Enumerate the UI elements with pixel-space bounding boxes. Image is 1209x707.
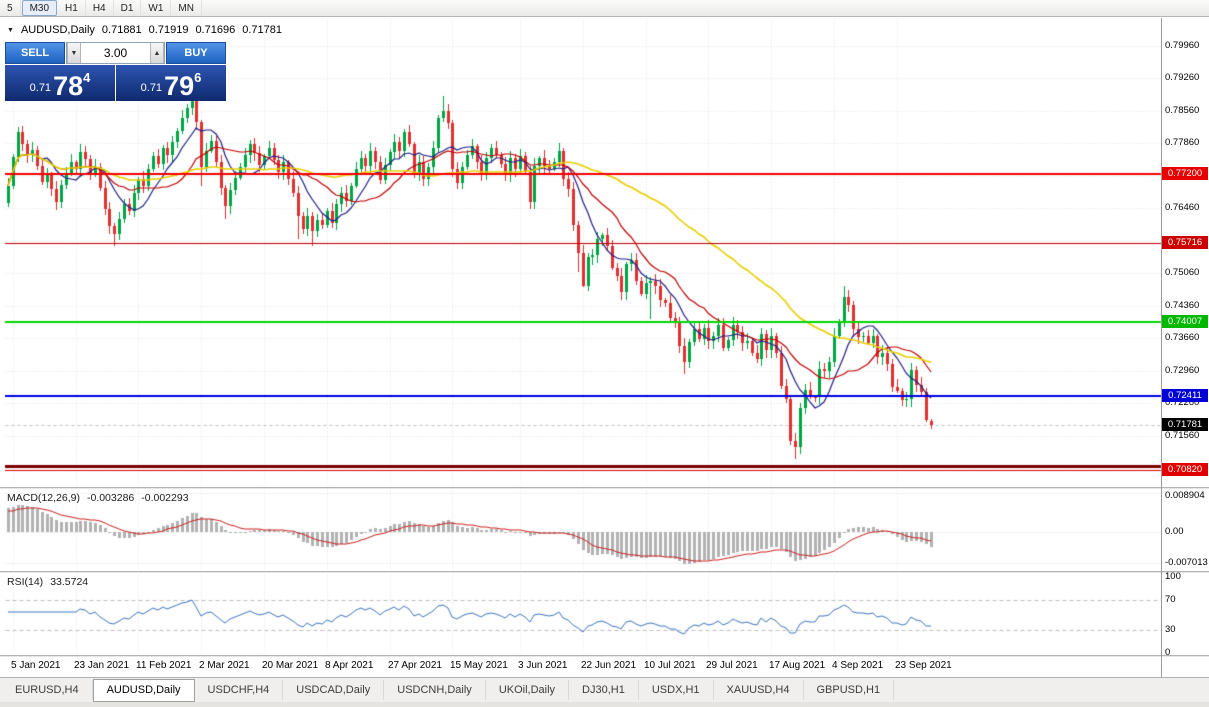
ohlc-open: 0.71881 <box>101 24 142 36</box>
ohlc-high: 0.71919 <box>148 24 189 36</box>
price-level-badge: 0.75716 <box>1162 236 1208 249</box>
buy-price-big: 79 <box>164 71 195 101</box>
timeframe-button-m30[interactable]: M30 <box>21 0 58 16</box>
buy-price-prefix: 0.71 <box>140 82 163 94</box>
date-axis-label: 20 Mar 2021 <box>262 660 319 671</box>
date-axis-label: 4 Sep 2021 <box>832 660 884 671</box>
current-price-badge: 0.71781 <box>1162 418 1208 431</box>
price-axis-separator <box>1161 18 1162 677</box>
price-level-badge: 0.74007 <box>1162 315 1208 328</box>
pane-resize-divider[interactable] <box>0 571 1209 573</box>
volume-increase-button[interactable]: ▲ <box>150 43 164 63</box>
buy-price-display[interactable]: 0.71 79 6 <box>116 65 226 101</box>
macd-axis-label: -0.007013 <box>1165 557 1208 568</box>
date-axis-label: 3 Jun 2021 <box>518 660 568 671</box>
ohlc-close: 0.71781 <box>242 24 282 36</box>
date-axis-label: 8 Apr 2021 <box>325 660 374 671</box>
chart-symbol-label: AUDUSD,Daily <box>20 24 95 36</box>
sell-button[interactable]: SELL <box>5 42 65 64</box>
price-tick-label: 0.72260 <box>1165 397 1200 408</box>
volume-input[interactable]: 3.00 <box>103 46 128 60</box>
price-tick-label: 0.71560 <box>1165 430 1200 441</box>
price-tick-label: 0.73660 <box>1165 332 1200 343</box>
chart-tab-ukoil-daily[interactable]: UKOil,Daily <box>486 680 570 700</box>
price-level-badge: 0.72411 <box>1162 389 1208 402</box>
date-axis-label: 22 Jun 2021 <box>581 660 637 671</box>
chart-tabs-bar: EURUSD,H4 AUDUSD,Daily USDCHF,H4 USDCAD,Dai… <box>0 677 1209 702</box>
date-axis-label: 23 Jan 2021 <box>74 660 130 671</box>
rsi-axis-label: 100 <box>1165 571 1181 582</box>
date-axis-label: 5 Jan 2021 <box>11 660 61 671</box>
timeframe-button-w1[interactable]: W1 <box>141 0 172 16</box>
price-tick-label: 0.72960 <box>1165 365 1200 376</box>
sell-price-prefix: 0.71 <box>29 82 52 94</box>
timeframe-button-mn[interactable]: MN <box>171 0 202 16</box>
date-axis-label: 11 Feb 2021 <box>136 660 192 671</box>
price-tick-label: 0.75060 <box>1165 267 1200 278</box>
date-axis[interactable]: 5 Jan 2021 23 Jan 2021 11 Feb 2021 2 Mar 20… <box>0 657 1161 677</box>
volume-box: ▼ 3.00 ▲ <box>66 42 165 64</box>
price-tick-label: 0.78560 <box>1165 105 1200 116</box>
sell-price-big: 78 <box>53 71 84 101</box>
price-axis[interactable]: 0.799600.792600.785600.778600.771600.764… <box>1161 18 1209 677</box>
rsi-axis-label: 70 <box>1165 594 1176 605</box>
macd-value-main: -0.003286 <box>86 492 135 504</box>
price-tick-label: 0.77860 <box>1165 137 1200 148</box>
price-tick-label: 0.79960 <box>1165 40 1200 51</box>
buy-price-sup: 6 <box>194 70 202 85</box>
timeframe-button-d1[interactable]: D1 <box>114 0 142 16</box>
sell-price-sup: 4 <box>83 70 91 85</box>
chart-marker-icon: ▼ <box>7 26 14 34</box>
window-bottom-strip <box>0 702 1209 707</box>
macd-value-signal: -0.002293 <box>141 492 189 504</box>
timeframe-button-5[interactable]: 5 <box>0 0 21 16</box>
chart-tab-eurusd-h4[interactable]: EURUSD,H4 <box>2 680 93 700</box>
sell-price-display[interactable]: 0.71 78 4 <box>5 65 115 101</box>
timeframe-button-h4[interactable]: H4 <box>86 0 114 16</box>
date-axis-label: 27 Apr 2021 <box>388 660 442 671</box>
chart-tab-usdx-h1[interactable]: USDX,H1 <box>639 680 714 700</box>
rsi-indicator-label: RSI(14) 33.5724 <box>7 576 88 588</box>
timeframe-button-h1[interactable]: H1 <box>58 0 86 16</box>
macd-title: MACD(12,26,9) <box>7 492 80 504</box>
macd-axis-label: 0.008904 <box>1165 490 1205 501</box>
volume-decrease-button[interactable]: ▼ <box>67 43 81 63</box>
chart-tab-usdchf-h4[interactable]: USDCHF,H4 <box>195 680 284 700</box>
ohlc-low: 0.71696 <box>195 24 236 36</box>
price-tick-label: 0.74360 <box>1165 300 1200 311</box>
date-axis-label: 2 Mar 2021 <box>199 660 250 671</box>
price-tick-label: 0.76460 <box>1165 202 1200 213</box>
date-axis-label: 10 Jul 2021 <box>644 660 696 671</box>
macd-axis-label: 0.00 <box>1165 526 1184 537</box>
one-click-trading-panel: SELL ▼ 3.00 ▲ BUY 0.71 78 4 0.71 79 6 <box>5 42 226 101</box>
chart-tab-audusd-daily[interactable]: AUDUSD,Daily <box>92 678 195 702</box>
chart-tab-xauusd-h4[interactable]: XAUUSD,H4 <box>714 680 804 700</box>
date-axis-label: 29 Jul 2021 <box>706 660 758 671</box>
rsi-title: RSI(14) <box>7 576 44 588</box>
chart-ohlc-header: ▼ AUDUSD,Daily 0.71881 0.71919 0.71696 0… <box>7 24 282 36</box>
price-level-badge: 0.77200 <box>1162 167 1208 180</box>
pane-resize-divider[interactable] <box>0 655 1209 657</box>
rsi-value: 33.5724 <box>50 576 89 588</box>
macd-indicator-label: MACD(12,26,9) -0.003286 -0.002293 <box>7 492 189 504</box>
timeframe-toolbar: 5 M30 H1 H4 D1 W1 MN <box>0 0 1209 17</box>
buy-button[interactable]: BUY <box>166 42 226 64</box>
rsi-axis-label: 0 <box>1165 647 1171 658</box>
chart-tab-dj30-h1[interactable]: DJ30,H1 <box>569 680 639 700</box>
date-axis-label: 23 Sep 2021 <box>895 660 952 671</box>
chart-tab-usdcnh-daily[interactable]: USDCNH,Daily <box>384 680 486 700</box>
chart-tab-gbpusd-h1[interactable]: GBPUSD,H1 <box>804 680 895 700</box>
rsi-axis-label: 30 <box>1165 624 1176 635</box>
date-axis-label: 17 Aug 2021 <box>769 660 826 671</box>
date-axis-label: 15 May 2021 <box>450 660 508 671</box>
pane-resize-divider[interactable] <box>0 487 1209 489</box>
price-level-badge: 0.70820 <box>1162 463 1208 476</box>
price-tick-label: 0.79260 <box>1165 72 1200 83</box>
chart-tab-usdcad-daily[interactable]: USDCAD,Daily <box>283 680 385 700</box>
